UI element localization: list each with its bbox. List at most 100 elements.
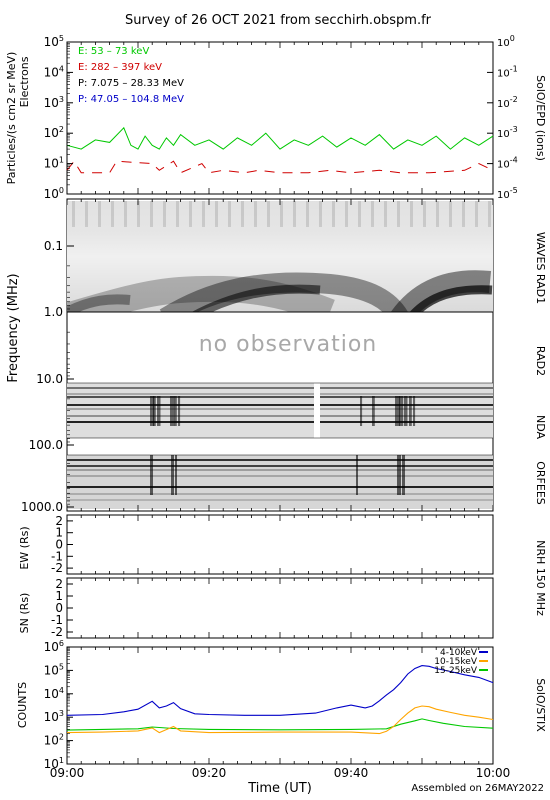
epd-ylabel-electrons: Electrons: [18, 56, 31, 107]
epd-legend-e53: E: 53 – 73 keV: [78, 46, 149, 57]
epd-ytick-label: 103: [44, 95, 64, 110]
rad1-streak: [137, 201, 140, 227]
nrh-sn-ytick-label: -2: [51, 625, 63, 639]
epd-legend-e282: E: 282 – 397 keV: [78, 62, 162, 73]
stix-right-label: SolO/STIX: [534, 678, 547, 732]
orfees-burst: [150, 455, 153, 495]
stix-ytick-label: 105: [44, 662, 64, 677]
epd-y2tick-label: 10-5: [497, 186, 518, 201]
radio-ylabel: Frequency (MHz): [6, 273, 21, 382]
stix-series-layer: [66, 665, 494, 735]
epd-legend: E: 53 – 73 keV E: 282 – 397 keV P: 7.075…: [78, 46, 184, 105]
nrh-ew-ytick-label: 2: [55, 514, 63, 528]
orfees-burst: [402, 455, 405, 495]
rad1-streak: [371, 201, 374, 227]
nrh-ew-ylabel: EW (Rs): [18, 526, 31, 569]
figure-title: Survey of 26 OCT 2021 from secchirh.obsp…: [125, 13, 432, 28]
epd-y2tick-label: 10-3: [497, 125, 518, 140]
nda-burst: [360, 396, 363, 426]
stix-xtick-label: 10:00: [476, 766, 511, 780]
nrh-ew-ytick-label: -2: [51, 561, 63, 575]
rad1-streak: [436, 201, 439, 227]
stix-xlabel: Time (UT): [247, 781, 312, 796]
nda-burst: [153, 396, 156, 426]
stix-ytick-label: 101: [44, 756, 64, 771]
epd-y2tick-label: 100: [497, 34, 515, 49]
stix-xtick-label: 09:20: [192, 766, 227, 780]
stix-series-line: [66, 665, 494, 716]
stix-frame: [66, 646, 494, 765]
stix-legend: 4-10keV 10-15keV 15-25keV: [434, 648, 488, 676]
epd-series-layer: [66, 126, 494, 174]
nrh-ew-ytick-label: -1: [51, 549, 63, 563]
stix-series-line: [66, 718, 494, 731]
instrument-label-orfees: ORFEES: [534, 461, 547, 505]
epd-legend-p47: P: 47.05 – 104.8 MeV: [78, 94, 184, 105]
rad1-streak: [124, 201, 127, 227]
rad1-streak: [267, 201, 270, 227]
rad1-streak: [163, 201, 166, 227]
assembled-footer: Assembled on 26MAY2022: [411, 783, 544, 794]
radio-yticks: 0.1 1.0 10.0 100.0 1000.0: [21, 239, 74, 514]
rad1-streak: [176, 201, 179, 227]
epd-ytick-label: 105: [44, 34, 64, 49]
radio-ytick-label: 1000.0: [21, 500, 63, 514]
epd-y2tick-label: 10-2: [497, 95, 518, 110]
stix-ytick-label: 102: [44, 733, 64, 748]
nda-burst: [395, 396, 400, 426]
panel-time-ticks: [66, 42, 494, 764]
rad1-streak: [384, 201, 387, 227]
nda-burst: [174, 396, 177, 426]
radio-panel: no observation 0.1 1.0 10.0 100.0 1000.0 Fre…: [6, 198, 547, 514]
nda-burst: [178, 396, 181, 426]
rad1-streak: [358, 201, 361, 227]
orfees-burst: [175, 455, 177, 495]
rad1-streak: [215, 201, 218, 227]
radio-ytick-label: 1.0: [44, 305, 63, 319]
rad1-streak: [306, 201, 309, 227]
nrh-sn-ylabel: SN (Rs): [18, 593, 31, 634]
orfees-burst: [356, 455, 358, 495]
instrument-label-rad1: WAVES RAD1: [534, 232, 547, 304]
nda-burst: [409, 396, 412, 426]
rad1-streak: [293, 201, 296, 227]
rad1-streak: [254, 201, 257, 227]
epd-ytick-label: 101: [44, 156, 64, 171]
stix-xtick-label: 09:00: [50, 766, 85, 780]
rad1-streak: [449, 201, 452, 227]
rad1-streak: [150, 201, 153, 227]
stix-ytick-label: 106: [44, 639, 64, 654]
epd-ytick-label: 100: [44, 186, 64, 201]
nrh-ew-ytick-label: 0: [55, 538, 63, 552]
stix-legend-15-25: 15-25keV: [434, 666, 478, 676]
rad1-streak: [397, 201, 400, 227]
nrh-right-label: NRH 150 MHz: [534, 540, 547, 616]
rad1-streak: [345, 201, 348, 227]
stix-legend-4-10: 4-10keV: [440, 648, 478, 658]
rad1-streak: [241, 201, 244, 227]
orfees-burst: [171, 455, 174, 495]
epd-ytick-label: 102: [44, 125, 64, 140]
rad1-streak: [319, 201, 322, 227]
rad1-streak: [72, 201, 75, 227]
epd-frame: [66, 41, 494, 195]
stix-ytick-label: 103: [44, 709, 64, 724]
rad1-streak: [475, 201, 478, 227]
waves-rad1-spectrogram: [67, 201, 493, 312]
epd-legend-p7: P: 7.075 – 28.33 MeV: [78, 78, 184, 89]
rad1-streak: [410, 201, 413, 227]
epd-right-label: SolO/EPD (ions): [534, 75, 547, 161]
rad1-streak: [462, 201, 465, 227]
rad1-streak: [228, 201, 231, 227]
radio-ytick-label: 0.1: [44, 239, 63, 253]
nda-burst: [150, 396, 155, 426]
stix-series-line: [66, 705, 494, 735]
nda-burst: [170, 396, 175, 426]
rad1-streak: [423, 201, 426, 227]
instrument-label-nda: NDA: [534, 415, 547, 440]
nrh-sn-frame: [66, 577, 494, 639]
